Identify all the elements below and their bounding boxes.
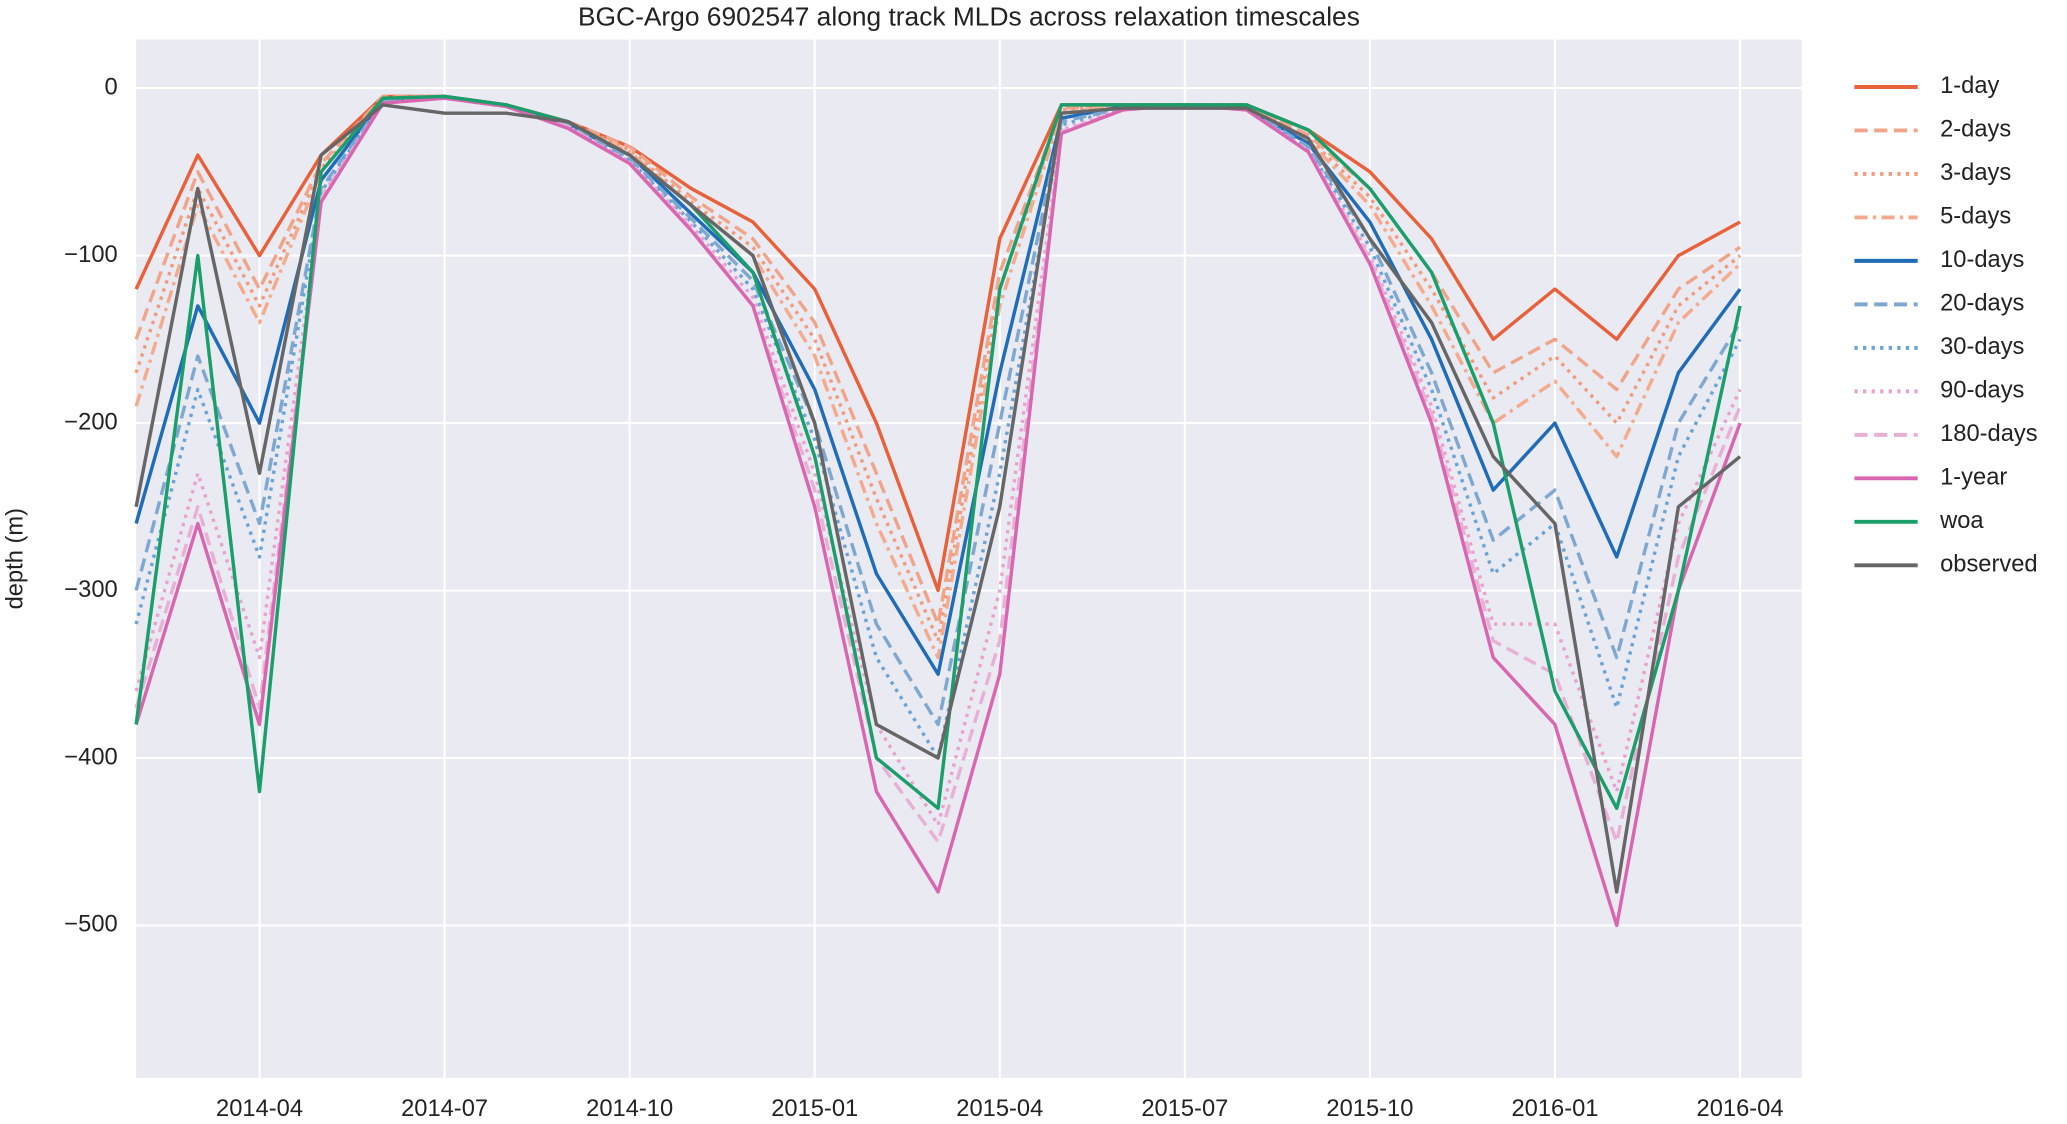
series-line bbox=[134, 96, 1742, 760]
legend-label: 3-days bbox=[1940, 160, 2011, 186]
legend-label: 10-days bbox=[1940, 247, 2024, 273]
legend-label: 90-days bbox=[1940, 378, 2024, 404]
legend-label: 1-year bbox=[1940, 465, 2007, 491]
x-tick-label: 2015-01 bbox=[771, 1096, 858, 1122]
x-tick-label: 2016-01 bbox=[1511, 1096, 1598, 1122]
legend-label: 2-days bbox=[1940, 117, 2011, 143]
x-tick-label: 2015-10 bbox=[1326, 1096, 1413, 1122]
legend-label: 180-days bbox=[1940, 421, 2038, 447]
x-tick-label: 2016-04 bbox=[1697, 1096, 1784, 1122]
legend-label: observed bbox=[1940, 552, 2038, 578]
legend-label: woa bbox=[1939, 508, 1984, 534]
x-tick-label: 2014-07 bbox=[401, 1096, 488, 1122]
y-tick-label: −100 bbox=[64, 242, 117, 268]
y-tick-label: −500 bbox=[64, 912, 117, 938]
y-tick-label: −300 bbox=[64, 577, 117, 603]
x-tick-label: 2015-04 bbox=[956, 1096, 1043, 1122]
x-tick-label: 2014-04 bbox=[216, 1096, 303, 1122]
legend-label: 5-days bbox=[1940, 204, 2011, 230]
chart-title: BGC-Argo 6902547 along track MLDs across… bbox=[578, 1, 1360, 31]
y-tick-label: −400 bbox=[64, 744, 117, 770]
series-line bbox=[134, 103, 1742, 894]
x-tick-label: 2014-10 bbox=[586, 1096, 673, 1122]
y-axis-label: depth (m) bbox=[2, 508, 28, 609]
legend-label: 20-days bbox=[1940, 291, 2024, 317]
x-tick-label: 2015-07 bbox=[1141, 1096, 1228, 1122]
series-line bbox=[134, 94, 1742, 810]
legend-label: 30-days bbox=[1940, 334, 2024, 360]
series-line bbox=[134, 96, 1742, 928]
series-line bbox=[134, 96, 1742, 827]
series-line bbox=[134, 96, 1742, 727]
y-tick-label: 0 bbox=[105, 74, 118, 100]
legend-label: 1-day bbox=[1940, 73, 1999, 99]
y-tick-label: −200 bbox=[64, 409, 117, 435]
